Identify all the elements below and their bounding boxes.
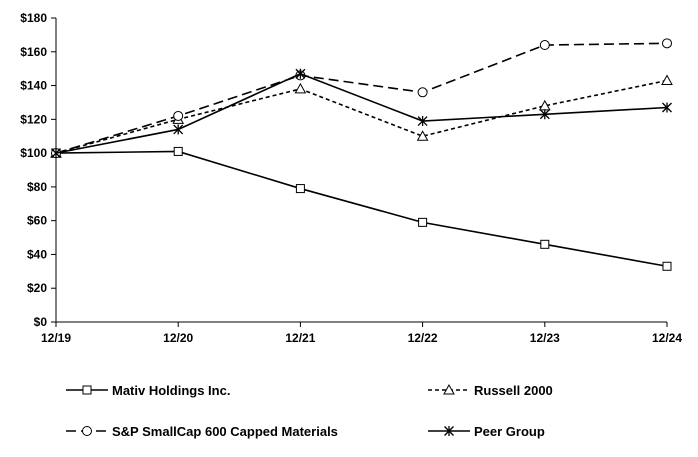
legend: Mativ Holdings Inc. Russell 2000 S&P Small… [66, 383, 553, 439]
data-point-triangle [661, 74, 673, 85]
x-tick-label: 12/23 [530, 331, 560, 345]
data-point-square [662, 261, 672, 271]
data-point-star [662, 102, 672, 113]
data-point-circle [539, 40, 550, 51]
series-mativ-holdings-inc [51, 146, 672, 271]
data-point-square [418, 217, 428, 227]
data-point-circle [662, 38, 672, 49]
legend-item-peer-group: Peer Group [428, 424, 545, 439]
x-tick-label: 12/22 [408, 331, 438, 345]
x-tick-label: 12/24 [652, 331, 682, 345]
legend-label: Peer Group [474, 424, 545, 439]
data-point-triangle [443, 383, 455, 395]
data-point-square [540, 239, 550, 249]
data-point-circle [173, 110, 184, 121]
legend-item-mativ-holdings-inc: Mativ Holdings Inc. [66, 383, 230, 398]
series-lines [50, 38, 673, 271]
legend-item-russell-2000: Russell 2000 [428, 383, 553, 398]
data-point-circle [417, 87, 428, 98]
y-tick-label: $120 [20, 112, 47, 126]
data-point-star [444, 426, 454, 436]
series-line [55, 79, 668, 154]
x-tick-label: 12/20 [163, 331, 193, 345]
y-tick-label: $40 [27, 247, 47, 261]
data-point-triangle [416, 130, 429, 141]
y-tick-label: $0 [34, 315, 48, 329]
legend-label: Mativ Holdings Inc. [112, 383, 230, 398]
data-point-star [173, 124, 184, 135]
data-point-triangle [294, 82, 307, 94]
y-tick-label: $100 [20, 146, 47, 160]
y-tick-label: $20 [27, 281, 47, 295]
data-point-square [173, 146, 183, 156]
x-tick-label: 12/19 [41, 331, 71, 345]
y-tick-label: $180 [20, 11, 47, 25]
series-peer-group [51, 68, 672, 159]
series-line [55, 150, 668, 268]
x-tick-label: 12/21 [285, 331, 315, 345]
y-tick-label: $160 [20, 45, 47, 59]
y-tick-label: $140 [20, 79, 47, 93]
data-point-star [295, 68, 306, 79]
series-russell-2000 [50, 74, 673, 158]
series-line [55, 42, 668, 154]
data-point-circle [82, 426, 92, 436]
legend-item-s-p-smallcap-600-capped-materials: S&P SmallCap 600 Capped Materials [66, 424, 338, 439]
series-line [55, 72, 668, 154]
data-point-star [417, 116, 428, 127]
legend-label: Russell 2000 [474, 383, 553, 398]
data-point-square [295, 184, 305, 194]
axes: $0 $20 $40 $60 $80 $100 $120 $140 $160 $180 12/19 1… [20, 11, 682, 345]
data-point-star [51, 148, 61, 159]
data-point-star [539, 109, 550, 120]
legend-label: S&P SmallCap 600 Capped Materials [112, 424, 338, 439]
y-tick-label: $80 [27, 180, 47, 194]
y-tick-label: $60 [27, 214, 47, 228]
data-point-square [82, 385, 92, 395]
